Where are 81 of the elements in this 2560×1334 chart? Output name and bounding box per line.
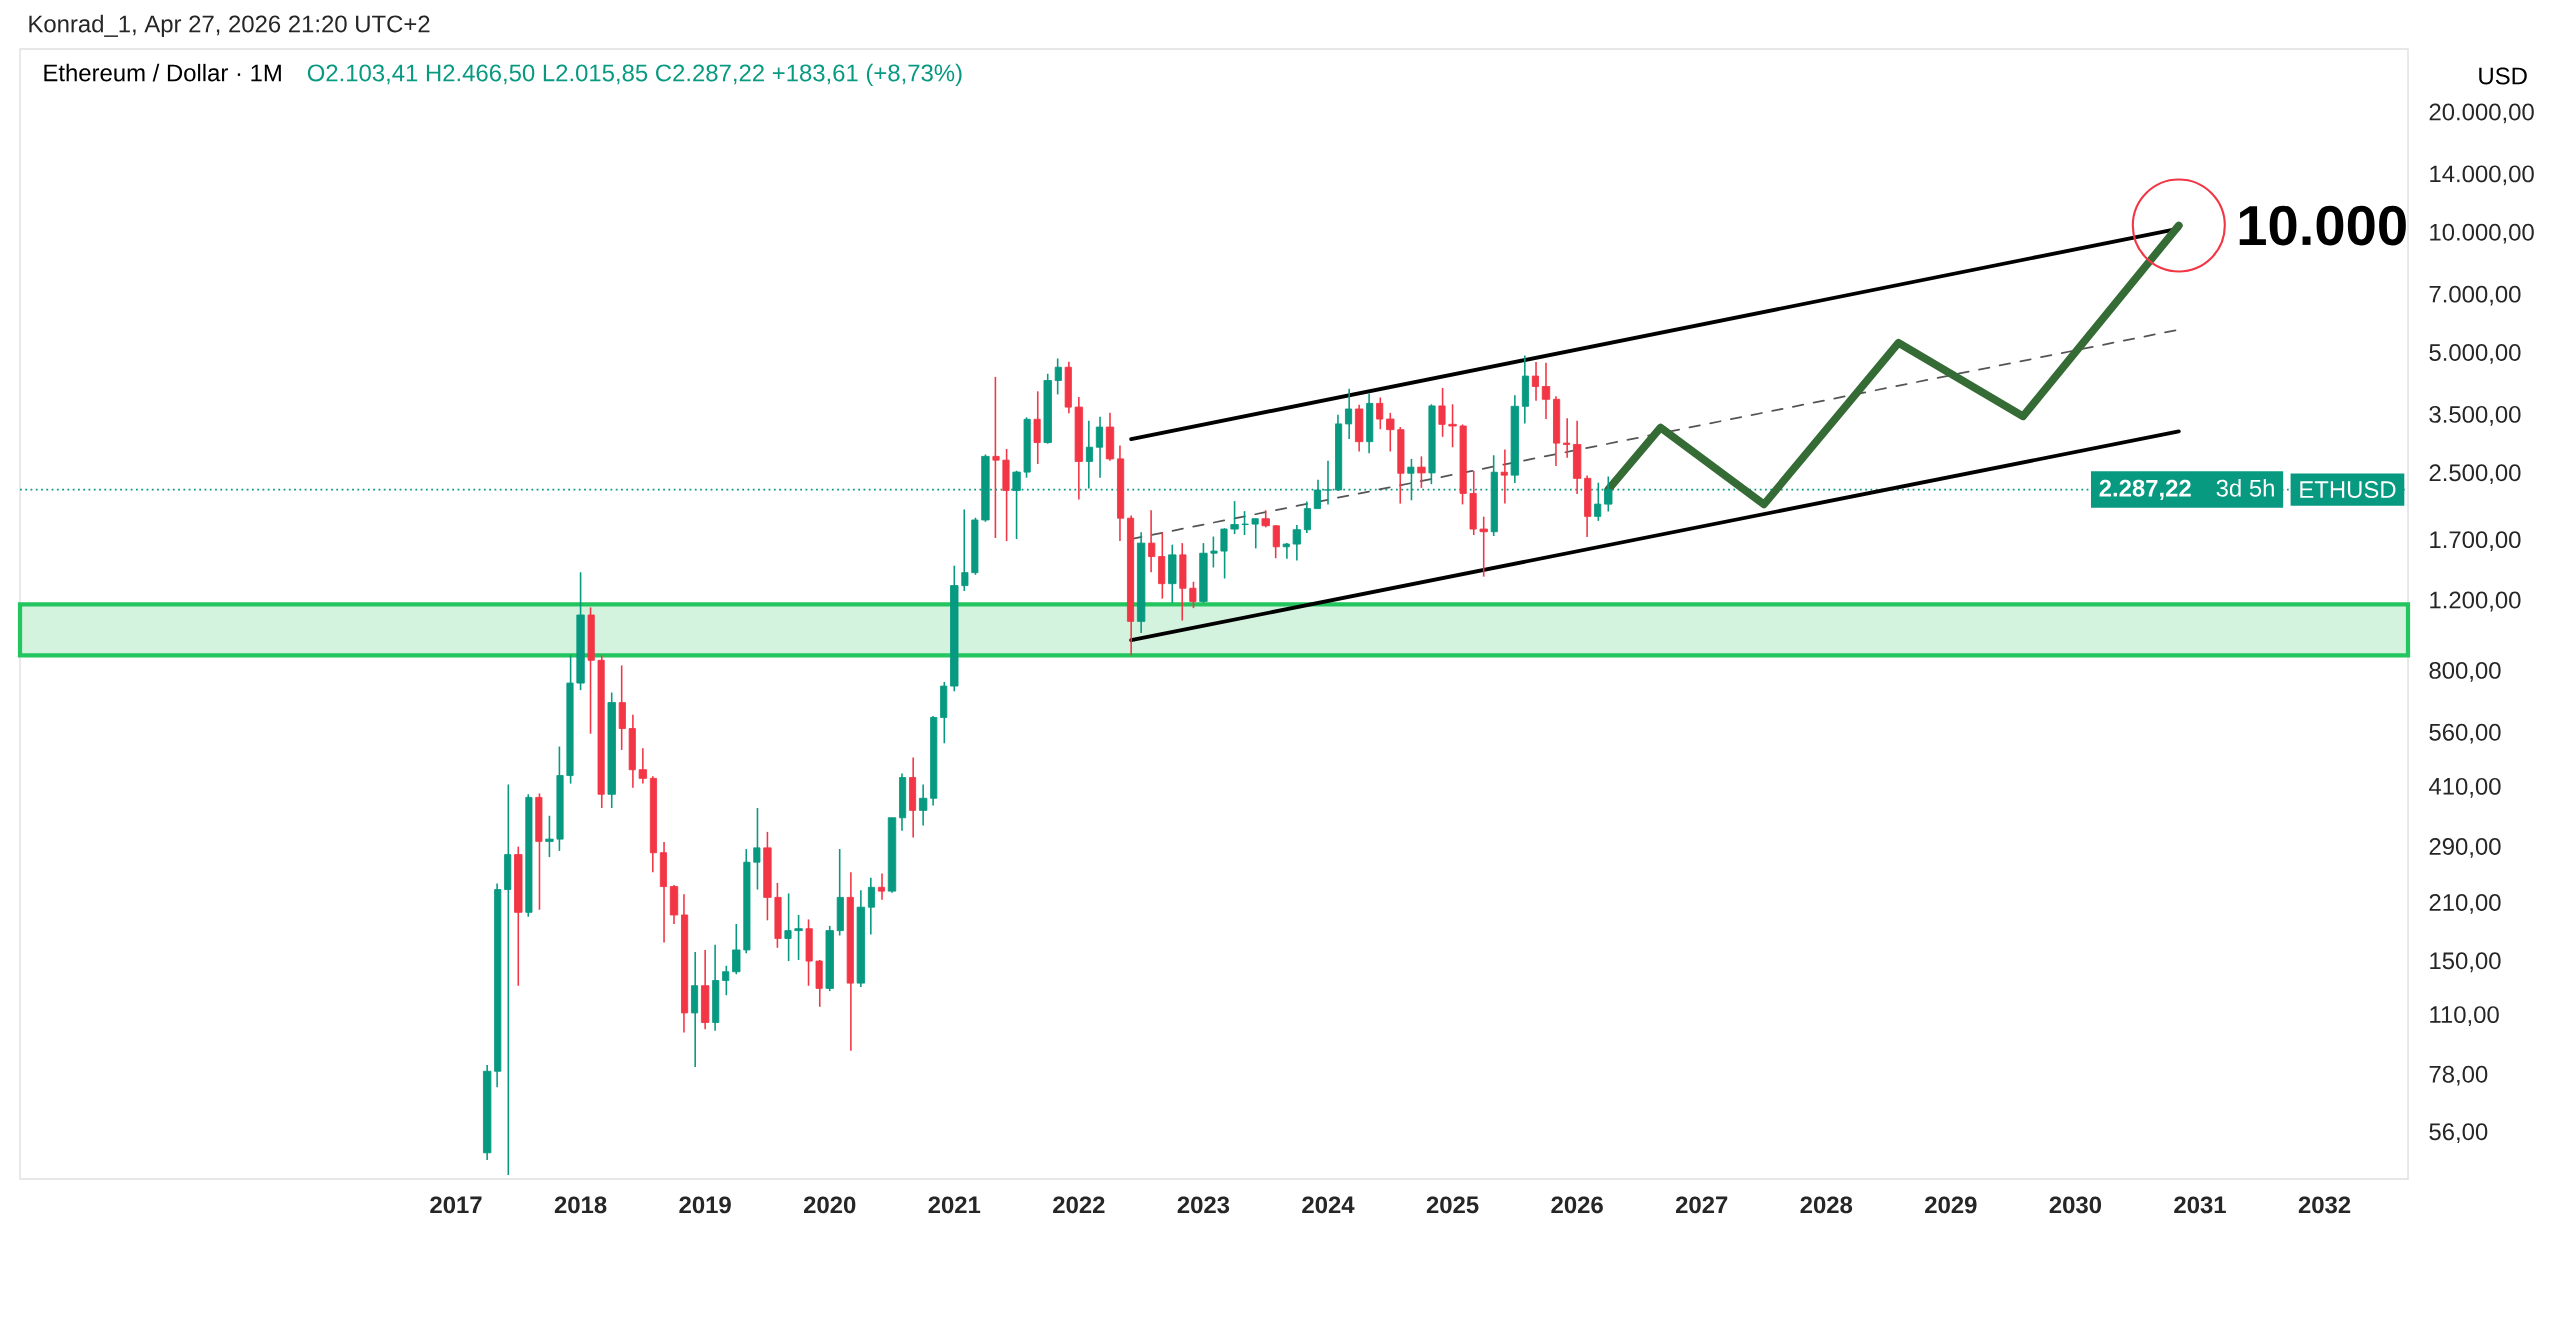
x-tick-label: 2019 (679, 1196, 731, 1214)
candlestick (867, 877, 875, 936)
x-tick-label: 2018 (554, 1196, 607, 1214)
y-tick-label: 410,00 (2428, 777, 2501, 798)
y-tick-label: 800,00 (2429, 661, 2501, 682)
y-tick-label: 20.000,00 (2429, 103, 2534, 124)
y-tick-label: 5.000,00 (2429, 344, 2521, 364)
candlestick (545, 814, 554, 858)
x-tick-label: 2021 (928, 1196, 981, 1214)
y-tick-label: 110,00 (2430, 1006, 2499, 1026)
y-tick-label: 560,00 (2429, 723, 2501, 744)
text: Konrad_1, Apr 27, 2026 21:20 UTC+2 (29, 14, 430, 38)
candlestick (1541, 362, 1551, 420)
candlestick (1531, 361, 1539, 402)
y-axis-title: USD (2479, 67, 2527, 85)
candlestick (1417, 455, 1426, 489)
candlestick (504, 783, 512, 1176)
candlestick (722, 964, 730, 997)
candlestick (1054, 357, 1062, 396)
y-tick-label: 14.000,00 (2430, 165, 2534, 186)
x-tick-label: 2031 (2174, 1196, 2226, 1214)
annotation: 2.287,22 (2099, 479, 2191, 501)
annotation: 10.000 (2239, 205, 2406, 246)
candlestick (1500, 448, 1508, 505)
y-tick-label: 150,00 (2430, 952, 2501, 973)
y-tick-label: 290,00 (2429, 837, 2501, 858)
x-tick-label: 2020 (803, 1196, 856, 1214)
x-tick-label: 2029 (1925, 1196, 1977, 1214)
y-tick-label: 3.500,00 (2429, 405, 2521, 426)
text: O2.103,41 H2.466,50 L2.015,85 C2.287,22 +183,61 (+8,73%) (307, 63, 962, 87)
candlestick (1344, 387, 1353, 440)
candlestick (1241, 510, 1249, 536)
candlestick (1438, 387, 1446, 438)
candlestick (1386, 412, 1395, 453)
candlestick (918, 783, 928, 827)
candlestick (1251, 517, 1259, 550)
x-tick-label: 2032 (2298, 1196, 2351, 1214)
candlestick (732, 923, 741, 975)
candlestick (1095, 416, 1103, 479)
candlestick (1376, 396, 1384, 430)
x-tick-label: 2028 (1800, 1196, 1853, 1214)
x-tick-label: 2026 (1551, 1196, 1603, 1214)
y-tick-label: 10.000,00 (2430, 223, 2534, 244)
candlestick (961, 508, 969, 592)
x-tick-label: 2017 (430, 1196, 482, 1214)
candlestick (1303, 500, 1311, 534)
chart-title: Ethereum / Dollar · 1M (44, 63, 281, 82)
ref-line-label: ETHUSD (2300, 481, 2396, 499)
candlestick (638, 747, 648, 785)
x-tick-label: 2030 (2049, 1196, 2102, 1214)
candlestick (753, 807, 761, 891)
y-tick-label: 1.700,00 (2430, 531, 2521, 551)
candlestick (1210, 535, 1218, 569)
candlestick (992, 376, 1000, 539)
y-tick-label: 56,00 (2429, 1123, 2488, 1144)
candlestick (1563, 417, 1571, 459)
x-tick-label: 2024 (1302, 1196, 1355, 1214)
candlestick (1479, 515, 1488, 578)
x-tick-label: 2027 (1675, 1196, 1728, 1214)
candlestick (1189, 580, 1197, 609)
candlestick (1230, 500, 1239, 535)
candlestick (794, 914, 803, 961)
candlestick (877, 872, 885, 901)
candlestick (1282, 542, 1290, 560)
y-tick-label: 2.500,00 (2429, 464, 2521, 485)
candlestick (1148, 509, 1156, 574)
candlestick (1292, 524, 1302, 562)
x-tick-label: 2022 (1053, 1196, 1105, 1214)
candlestick (1085, 420, 1093, 490)
candlestick (1272, 524, 1280, 559)
candlestick (1220, 527, 1228, 580)
candlestick (1448, 403, 1457, 449)
y-tick-label: 210,00 (2429, 893, 2501, 914)
candlestick (1033, 390, 1041, 465)
x-tick-label: 2023 (1177, 1196, 1230, 1214)
candlestick (784, 892, 792, 962)
annotation: 3d 5h (2216, 479, 2274, 497)
y-tick-label: 78,00 (2429, 1065, 2488, 1086)
y-tick-label: 7.000,00 (2429, 285, 2521, 306)
x-tick-label: 2025 (1426, 1196, 1479, 1214)
y-tick-label: 1.200,00 (2430, 591, 2521, 612)
